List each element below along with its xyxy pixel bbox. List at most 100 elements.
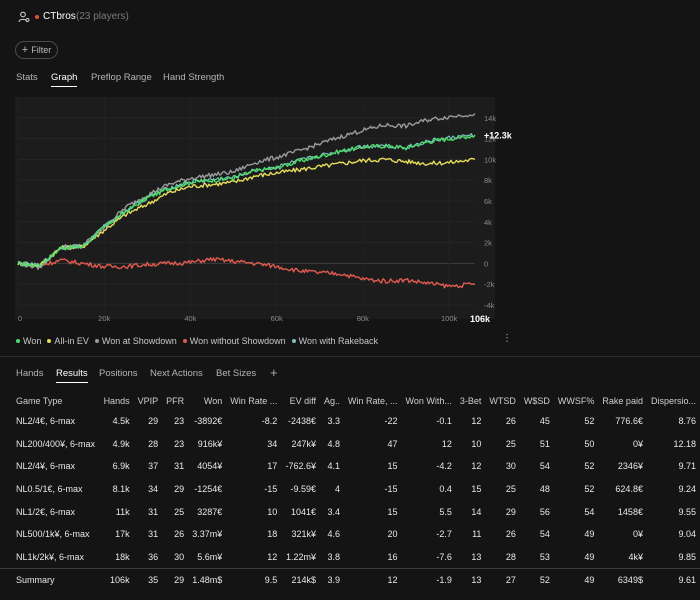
- table-row[interactable]: NL1/2€, 6-max 11k 31 25 3287€ 10 1041€ 3.4 15 5.5…: [0, 500, 700, 523]
- y-tick-label: 10k: [484, 155, 496, 164]
- table-row[interactable]: NL2/4¥, 6-max 6.9k 37 31 4054¥ 17 -762.6¥ 4.1 15…: [0, 455, 700, 478]
- column-header[interactable]: WWSF%: [557, 396, 595, 406]
- tab-graph[interactable]: Graph: [51, 72, 78, 87]
- more-options-icon[interactable]: ⋮: [502, 333, 512, 344]
- table-cell: 3.9: [319, 567, 344, 591]
- final-value-label: +12.3k: [484, 130, 513, 140]
- table-cell: 4054¥: [197, 461, 223, 472]
- user-settings-icon[interactable]: [18, 11, 30, 23]
- column-header[interactable]: Win Rate ...: [230, 396, 278, 406]
- tab-preflop-range[interactable]: Preflop Range: [91, 72, 152, 83]
- table-cell: 13: [455, 567, 486, 591]
- profit-graph[interactable]: 14k 12k 10k 8k 6k 4k 2k 0 -2k -4k 0 20k 40k 60k 80k 100…: [0, 95, 700, 330]
- table-cell: 916k¥: [197, 438, 223, 449]
- legend-dot-all-in-ev: [47, 339, 52, 343]
- column-header[interactable]: W$SD: [523, 396, 550, 406]
- tab-bet-sizes[interactable]: Bet Sizes: [216, 368, 257, 379]
- table-cell: 52: [584, 461, 595, 472]
- player-count: (23 players): [76, 11, 129, 22]
- tab-hand-strength[interactable]: Hand Strength: [163, 72, 225, 83]
- table-cell: NL1k/2k¥, 6-max: [16, 551, 85, 562]
- tab-next-actions[interactable]: Next Actions: [150, 368, 203, 379]
- table-header-row: Game Type Hands VPIP PFR Won Win Rate ... EV d…: [0, 392, 700, 410]
- filter-label: Filter: [31, 45, 52, 55]
- table-cell: 9.04: [678, 529, 696, 540]
- column-header[interactable]: EV diff: [289, 396, 316, 406]
- table-cell: 4.8: [327, 438, 340, 449]
- table-cell: 9.71: [678, 461, 696, 472]
- table-cell: 18: [267, 529, 278, 540]
- table-cell: NL1/2€, 6-max: [16, 506, 76, 517]
- table-cell: -3892€: [194, 416, 223, 427]
- table-cell: 4.9k: [112, 438, 130, 449]
- table-row[interactable]: NL1k/2k¥, 6-max 18k 36 30 5.6m¥ 12 1.22m¥ 3.8 16…: [0, 546, 700, 569]
- table-row[interactable]: NL2/4€, 6-max 4.5k 29 23 -3892€ -8.2 -2438€ 3.3…: [0, 410, 700, 433]
- column-header[interactable]: Win Rate, ...: [348, 396, 398, 406]
- table-cell: 3.4: [327, 506, 340, 517]
- legend-won-at-showdown[interactable]: Won at Showdown: [94, 335, 177, 347]
- tab-hands[interactable]: Hands: [16, 368, 44, 379]
- table-cell: 15: [471, 484, 482, 495]
- table-cell: 4.1: [327, 461, 340, 472]
- legend-won-without-showdown[interactable]: Won without Showdown: [182, 335, 286, 347]
- table-cell: 9.55: [678, 506, 696, 517]
- table-cell: 28: [148, 438, 159, 449]
- legend-dot-won-without-showdown: [182, 339, 187, 343]
- y-tick-label: -2k: [484, 280, 495, 289]
- column-header[interactable]: Won: [203, 396, 223, 406]
- column-header[interactable]: Hands: [103, 396, 130, 406]
- plus-icon: +: [21, 44, 29, 56]
- column-header[interactable]: PFR: [166, 396, 185, 406]
- table-cell: 3.3: [327, 416, 340, 427]
- table-cell: 12: [471, 461, 482, 472]
- table-cell: 23: [174, 416, 185, 427]
- tab-results[interactable]: Results: [56, 368, 88, 383]
- filter-button[interactable]: + Filter: [15, 41, 58, 59]
- table-cell: 37: [148, 461, 159, 472]
- legend-won-with-rakeback[interactable]: Won with Rakeback: [291, 335, 379, 347]
- legend-label: Won with Rakeback: [298, 336, 379, 346]
- column-header[interactable]: Dispersio...: [650, 396, 696, 406]
- table-cell: 48: [539, 484, 550, 495]
- summary-row[interactable]: Summary 106k 35 29 1.48m$ 9.5 214k$ 3.9 12 -1.9 13…: [0, 567, 700, 591]
- table-cell: -9.59€: [290, 484, 316, 495]
- column-header[interactable]: Ag..: [323, 396, 340, 406]
- column-header[interactable]: VPIP: [137, 396, 159, 406]
- table-cell: 47: [387, 438, 398, 449]
- column-header[interactable]: Won With...: [405, 396, 452, 406]
- add-tab-icon[interactable]: +: [270, 365, 278, 380]
- table-cell: 0¥: [632, 529, 643, 540]
- tab-positions[interactable]: Positions: [99, 368, 138, 379]
- column-header[interactable]: 3-Bet: [459, 396, 482, 406]
- table-cell: 6349$: [598, 567, 647, 591]
- table-cell: 8.1k: [112, 484, 130, 495]
- table-cell: NL0.5/1€, 6-max: [16, 484, 83, 495]
- table-row[interactable]: NL200/400¥, 6-max 4.9k 28 23 916k¥ 34 247k¥ 4.8…: [0, 433, 700, 456]
- table-cell: 49: [584, 529, 595, 540]
- table-cell: 321k¥: [291, 529, 316, 540]
- table-cell: 1.48m$: [188, 567, 227, 591]
- player-name[interactable]: CTbros: [43, 11, 76, 22]
- table-cell: 2346¥: [617, 461, 643, 472]
- tab-stats[interactable]: Stats: [16, 72, 38, 83]
- column-header[interactable]: Game Type: [16, 396, 63, 406]
- table-cell: 3.37m¥: [192, 529, 223, 540]
- column-header[interactable]: WTSD: [489, 396, 516, 406]
- table-cell: -2438€: [287, 416, 316, 427]
- table-cell: 3287€: [197, 506, 223, 517]
- x-tick-label: 100k: [441, 314, 458, 323]
- table-cell: 52: [519, 567, 554, 591]
- column-header[interactable]: Rake paid: [602, 396, 643, 406]
- x-tick-label: 20k: [98, 314, 110, 323]
- table-cell: -2.7: [436, 529, 452, 540]
- table-cell: 11k: [115, 506, 130, 517]
- table-cell: 28: [505, 551, 516, 562]
- table-row[interactable]: NL0.5/1€, 6-max 8.1k 34 29 -1254€ -15 -9.59€ 4 -…: [0, 478, 700, 501]
- table-cell: 56: [539, 506, 550, 517]
- table-row[interactable]: NL500/1k¥, 6-max 17k 31 26 3.37m¥ 18 321k¥ 4.6 2…: [0, 523, 700, 546]
- legend-all-in-ev[interactable]: All-in EV: [47, 335, 89, 347]
- table-cell: 6.9k: [112, 461, 130, 472]
- table-cell: -15: [264, 484, 278, 495]
- y-tick-label: 12k: [484, 135, 496, 144]
- legend-won[interactable]: Won: [16, 335, 41, 347]
